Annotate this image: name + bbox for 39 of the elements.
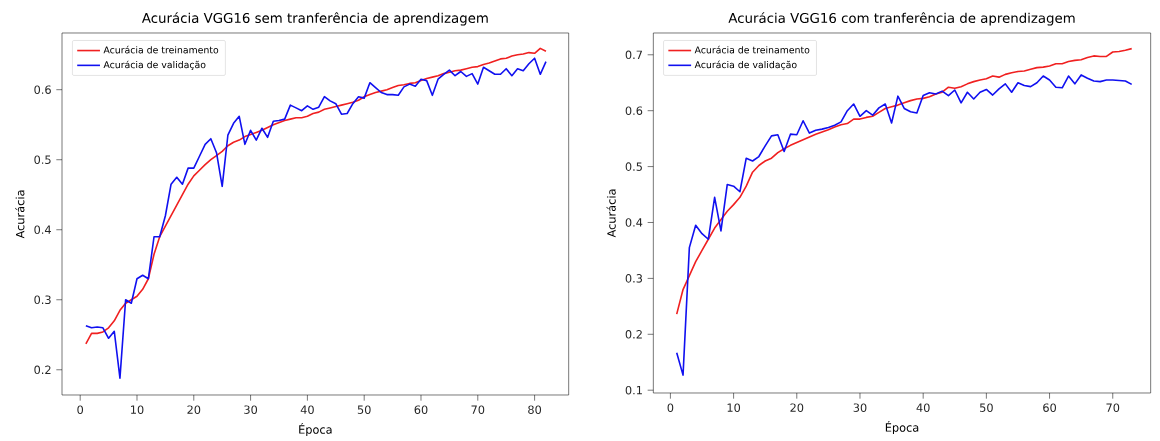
x-tick-label: 60 <box>1043 403 1057 412</box>
legend-label: Acurácia de treinamento <box>103 45 219 54</box>
y-tick-label: 0.3 <box>625 274 643 283</box>
y-tick-label: 0.2 <box>34 365 51 375</box>
x-tick-label: 80 <box>528 405 542 414</box>
legend-label: Acurácia de validação <box>694 60 797 70</box>
y-tick-label: 0.7 <box>625 50 642 60</box>
y-axis-title: Acurácia <box>15 190 25 239</box>
x-tick-label: 0 <box>667 403 674 412</box>
x-tick-label: 0 <box>77 405 84 414</box>
x-tick-label: 70 <box>1106 403 1120 412</box>
x-axis-title: Época <box>299 423 332 436</box>
x-tick-label: 40 <box>300 405 314 414</box>
x-tick-label: 50 <box>357 405 371 414</box>
y-tick-label: 0.5 <box>625 162 642 171</box>
y-tick-label: 0.6 <box>625 106 643 115</box>
legend-label: Acurácia de validação <box>103 60 206 70</box>
legend-label: Acurácia de treinamento <box>694 45 810 54</box>
x-tick-label: 50 <box>980 403 993 412</box>
y-tick-label: 0.1 <box>625 385 642 395</box>
chart-title: Acurácia VGG16 com tranferência de aprendizagem <box>728 12 1075 26</box>
y-tick-label: 0.4 <box>34 225 51 235</box>
y-tick-label: 0.3 <box>34 295 51 305</box>
x-tick-label: 70 <box>471 405 485 414</box>
x-tick-label: 20 <box>790 403 804 412</box>
x-tick-label: 10 <box>131 405 144 414</box>
y-tick-label: 0.2 <box>625 330 642 339</box>
y-tick-label: 0.4 <box>625 218 643 227</box>
x-tick-label: 30 <box>244 405 258 414</box>
x-tick-label: 10 <box>727 403 741 412</box>
chart-title: Acurácia VGG16 sem tranferência de aprendizagem <box>141 12 488 26</box>
x-tick-label: 40 <box>916 403 930 412</box>
x-tick-label: 60 <box>414 405 428 414</box>
x-tick-label: 20 <box>187 405 201 414</box>
y-tick-label: 0.5 <box>34 155 51 165</box>
y-tick-label: 0.6 <box>34 85 51 94</box>
y-axis-title: Acurácia <box>606 189 616 238</box>
x-axis-title: Época <box>885 421 919 434</box>
x-tick-label: 30 <box>853 403 867 412</box>
